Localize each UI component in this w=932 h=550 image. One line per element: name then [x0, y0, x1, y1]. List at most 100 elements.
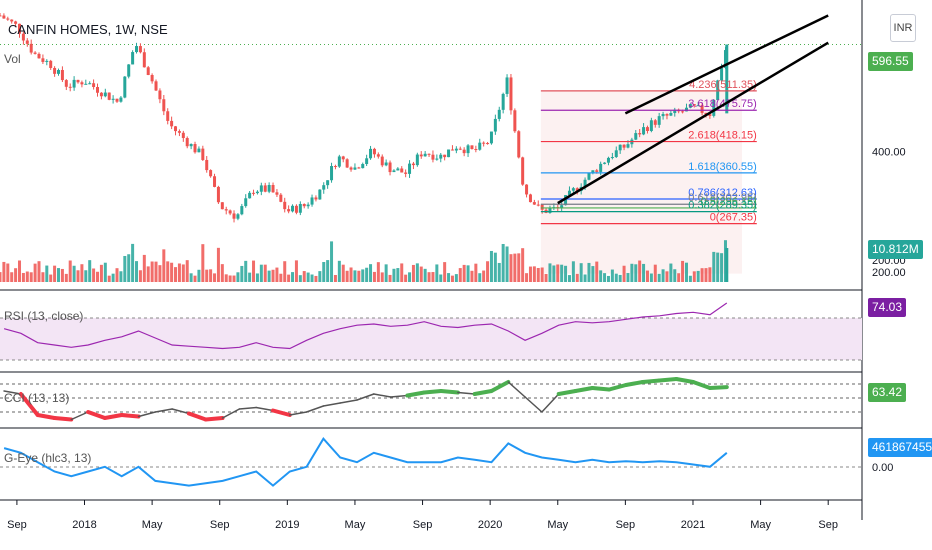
volume-bar: [322, 262, 326, 282]
candle: [622, 144, 626, 148]
volume-bar: [415, 263, 419, 282]
candle: [306, 204, 310, 207]
cci-segment: [102, 413, 124, 420]
candle: [649, 120, 653, 131]
rsi-tag: 74.03: [868, 298, 907, 317]
volume-bar: [544, 274, 548, 282]
candle: [330, 166, 334, 181]
time-tick-label: Sep: [7, 519, 27, 531]
fib-level-label: 0.618(302.95): [688, 192, 757, 204]
candle: [135, 46, 139, 53]
fib-level-label: 0.382(289.35): [688, 200, 757, 212]
candle: [372, 148, 376, 155]
geye-line: [3, 437, 728, 487]
volume-bar: [103, 262, 107, 282]
volume-bar: [458, 268, 462, 282]
candle: [33, 52, 37, 54]
candle: [185, 138, 189, 147]
volume-bar: [361, 269, 365, 282]
volume-bar: [193, 275, 197, 282]
candle: [380, 156, 384, 166]
volume-bar: [341, 264, 345, 282]
candle: [423, 153, 427, 157]
candle: [333, 166, 337, 168]
volume-bar: [556, 264, 560, 282]
volume-bar: [365, 267, 369, 282]
candle: [0, 15, 2, 17]
candle: [638, 133, 642, 135]
volume-bar: [677, 273, 681, 282]
volume-bar: [431, 272, 435, 282]
volume-bar: [197, 269, 201, 282]
candle: [216, 186, 220, 203]
volume-bar: [505, 246, 509, 282]
volume-bar: [181, 264, 185, 282]
volume-bar: [404, 274, 408, 282]
candle: [548, 208, 552, 213]
volume-bar: [482, 270, 486, 282]
volume-bar: [205, 269, 209, 282]
volume-bar: [349, 267, 353, 282]
candle: [279, 194, 283, 202]
volume-bar: [591, 266, 595, 282]
candle: [720, 67, 724, 81]
volume-bar: [138, 270, 142, 282]
fib-level-label: 0(267.35): [710, 212, 757, 224]
cci-segment: [86, 410, 107, 420]
volume-bar: [486, 261, 490, 282]
cci-segment: [305, 405, 325, 413]
rsi-value: 74.03: [872, 300, 903, 314]
candle: [599, 163, 603, 172]
candle: [146, 67, 150, 76]
volume-bar: [684, 262, 688, 282]
volume-bar: [513, 253, 517, 282]
geye-value: 461867455.19: [872, 440, 932, 454]
candle: [29, 43, 33, 53]
candle: [294, 205, 298, 213]
candle: [408, 163, 412, 174]
volume-bar: [396, 268, 400, 282]
candle: [76, 79, 80, 83]
volume-bar: [474, 263, 478, 282]
candle: [384, 162, 388, 166]
candle: [252, 192, 256, 194]
candle: [673, 109, 677, 114]
candle: [443, 154, 447, 158]
volume-bar: [357, 270, 361, 282]
candle: [107, 92, 111, 100]
candle: [411, 163, 415, 166]
candle: [255, 191, 259, 194]
volume-bar: [528, 266, 532, 282]
fib-level-label: 1.618(360.55): [688, 161, 757, 173]
volume-bar: [427, 272, 431, 282]
currency-button[interactable]: INR: [890, 14, 916, 42]
volume-bar: [244, 260, 248, 282]
candle: [80, 82, 84, 85]
candle: [447, 149, 451, 158]
volume-bar: [263, 264, 267, 282]
candle: [712, 100, 716, 116]
volume-bar: [68, 260, 72, 282]
volume-bar: [408, 272, 412, 282]
volume-bar: [657, 273, 661, 282]
volume-bar: [6, 263, 10, 282]
candle: [509, 77, 513, 111]
cci-segment: [154, 408, 173, 413]
candle: [466, 145, 470, 154]
candle: [111, 98, 115, 100]
volume-bar: [255, 273, 259, 282]
candle: [10, 19, 14, 22]
volume-bar: [49, 274, 53, 282]
trendline: [624, 14, 829, 115]
cci-segment: [389, 394, 409, 398]
volume-bar: [571, 261, 575, 282]
candle: [283, 201, 287, 210]
symbol-title: CANFIN HOMES, 1W, NSE: [8, 22, 168, 37]
last-price-value: 596.55: [872, 54, 909, 68]
volume-bar: [708, 267, 712, 282]
volume-bar: [497, 262, 501, 282]
candle: [357, 167, 361, 169]
fib-level-label: 2.618(418.15): [688, 130, 757, 142]
volume-bar: [333, 274, 337, 282]
candle: [583, 179, 587, 187]
